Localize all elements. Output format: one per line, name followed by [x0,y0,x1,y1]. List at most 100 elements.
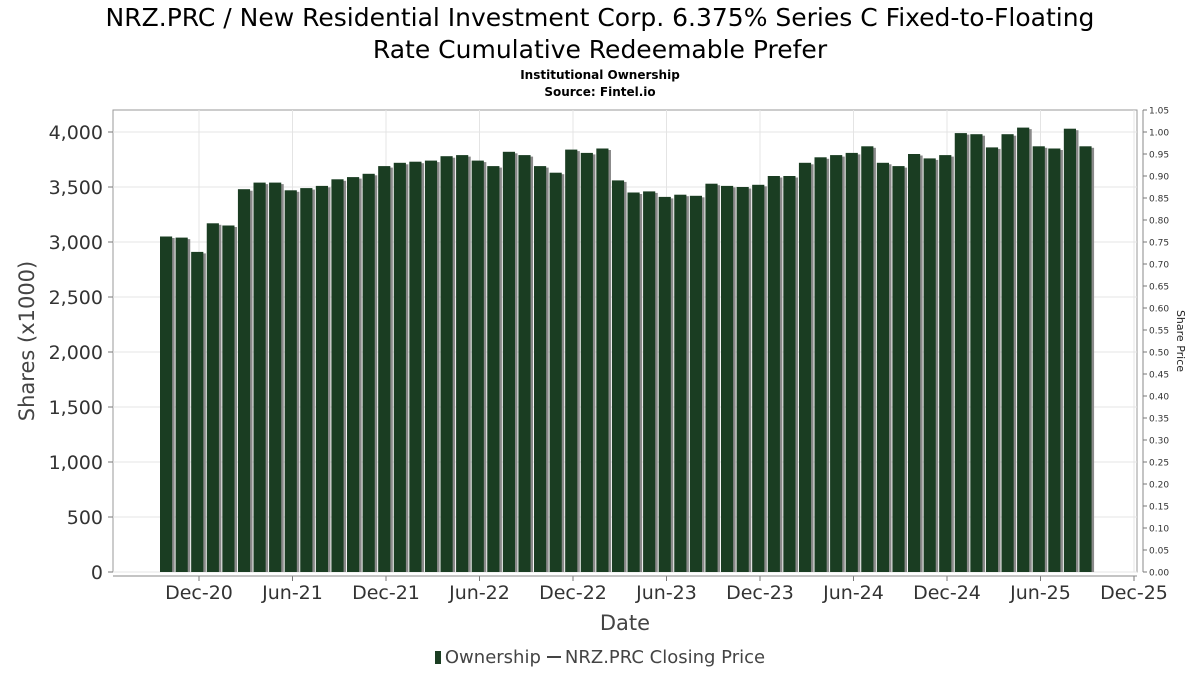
ownership-bar [362,173,375,573]
y-tick-label: 3,500 [49,177,103,199]
y-axis-title: Shares (x1000) [15,261,39,421]
chart-title: NRZ.PRC / New Residential Investment Cor… [0,2,1200,66]
ownership-bar [705,183,718,572]
ownership-bar [409,161,422,572]
ownership-bar [160,236,173,572]
ownership-bar [736,187,749,572]
ownership-bar [565,149,578,572]
y-tick-label: 0 [91,562,103,584]
ownership-bar [456,155,469,572]
ownership-bar [222,225,235,572]
ownership-bar [830,155,843,572]
y2-tick-label: 0.75 [1149,239,1169,249]
ownership-bar [269,182,282,572]
y2-tick-label: 1.05 [1149,107,1169,117]
y2-tick-label: 0.50 [1149,349,1169,359]
x-tick-label: Jun-25 [1009,582,1071,604]
x-tick-label: Dec-25 [1100,582,1168,604]
ownership-bar [487,166,500,572]
ownership-bar [923,158,936,572]
ownership-bar [191,251,204,572]
ownership-bar [549,172,562,572]
ownership-bar [378,166,391,572]
y2-tick-label: 0.60 [1149,305,1169,315]
ownership-bar [674,194,687,572]
y2-tick-label: 0.95 [1149,151,1169,161]
ownership-bar [892,166,905,572]
ownership-bar [237,189,251,572]
y-tick-label: 2,000 [49,342,103,364]
ownership-bar [284,190,297,573]
ownership-bar [908,154,921,572]
chart-subtitle: Institutional Ownership [520,68,680,82]
y-tick-label: 4,000 [49,122,103,144]
y2-tick-label: 1.00 [1149,129,1169,139]
ownership-bar [596,148,609,572]
ownership-bar [1017,127,1030,572]
y2-tick-label: 0.85 [1149,195,1169,205]
y2-tick-label: 0.20 [1149,481,1169,491]
y-tick-label: 3,000 [49,232,103,254]
ownership-legend-label: Ownership [444,647,541,668]
ownership-bar [643,191,656,572]
y-tick-label: 1,000 [49,452,103,474]
ownership-bar [689,195,702,573]
y2-tick-label: 0.45 [1149,371,1169,381]
ownership-bar [300,188,313,572]
x-tick-label: Dec-22 [539,582,607,604]
y2-tick-label: 0.70 [1149,261,1169,271]
ownership-legend-swatch [434,651,441,664]
ownership-bar [1001,134,1014,572]
ownership-bar [814,157,827,573]
ownership-bar [1079,146,1092,573]
ownership-bar [845,152,858,572]
ownership-bar [331,179,344,573]
y2-tick-label: 0.55 [1149,327,1169,337]
ownership-bar [471,160,484,572]
ownership-bar [611,180,625,572]
chart-legend: Ownership NRZ.PRC Closing Price [0,647,1200,668]
chart-title-line-2: Rate Cumulative Redeemable Prefer [372,35,828,64]
ownership-bar [861,146,874,573]
ownership-bar [752,184,765,573]
chart-title-line-1: NRZ.PRC / New Residential Investment Cor… [105,3,1095,32]
y2-tick-label: 0.10 [1149,525,1169,535]
ownership-bar [534,166,547,572]
y-tick-label: 1,500 [49,397,103,419]
ownership-bar [970,134,983,572]
y2-tick-label: 0.80 [1149,217,1169,227]
y2-tick-label: 0.00 [1149,569,1169,579]
x-tick-label: Jun-23 [635,582,697,604]
y2-tick-label: 0.15 [1149,503,1169,513]
ownership-bar [315,185,328,572]
y2-tick-label: 0.25 [1149,459,1169,469]
y2-tick-label: 0.40 [1149,393,1169,403]
chart-source: Source: Fintel.io [544,85,656,99]
x-tick-label: Dec-23 [726,582,794,604]
x-tick-label: Dec-24 [913,582,981,604]
ownership-bar [347,177,360,572]
ownership-bar [627,192,640,572]
x-tick-label: Dec-21 [352,582,420,604]
ownership-bar [440,156,453,572]
ownership-bar [798,162,812,573]
y-tick-label: 2,500 [49,287,103,309]
y2-tick-label: 0.05 [1149,547,1169,557]
y2-tick-label: 0.65 [1149,283,1169,293]
ownership-bar [1063,128,1076,572]
y2-tick-label: 0.30 [1149,437,1169,447]
ownership-chart: 0 500 1,000 1,500 2,000 2,500 3,000 3,500 4,000 D… [15,107,1187,636]
ownership-bar [954,133,967,572]
x-tick-label: Jun-22 [448,582,510,604]
price-legend-swatch [546,656,561,658]
x-tick-label: Jun-24 [822,582,884,604]
x-tick-label: Jun-21 [261,582,323,604]
ownership-bar [393,162,406,573]
ownership-bar [253,182,266,572]
ownership-bar [580,152,593,572]
ownership-bar [721,185,734,572]
ownership-bar [424,160,438,572]
ownership-bar [175,237,188,572]
ownership-bar [767,176,780,572]
ownership-bar [502,151,515,573]
